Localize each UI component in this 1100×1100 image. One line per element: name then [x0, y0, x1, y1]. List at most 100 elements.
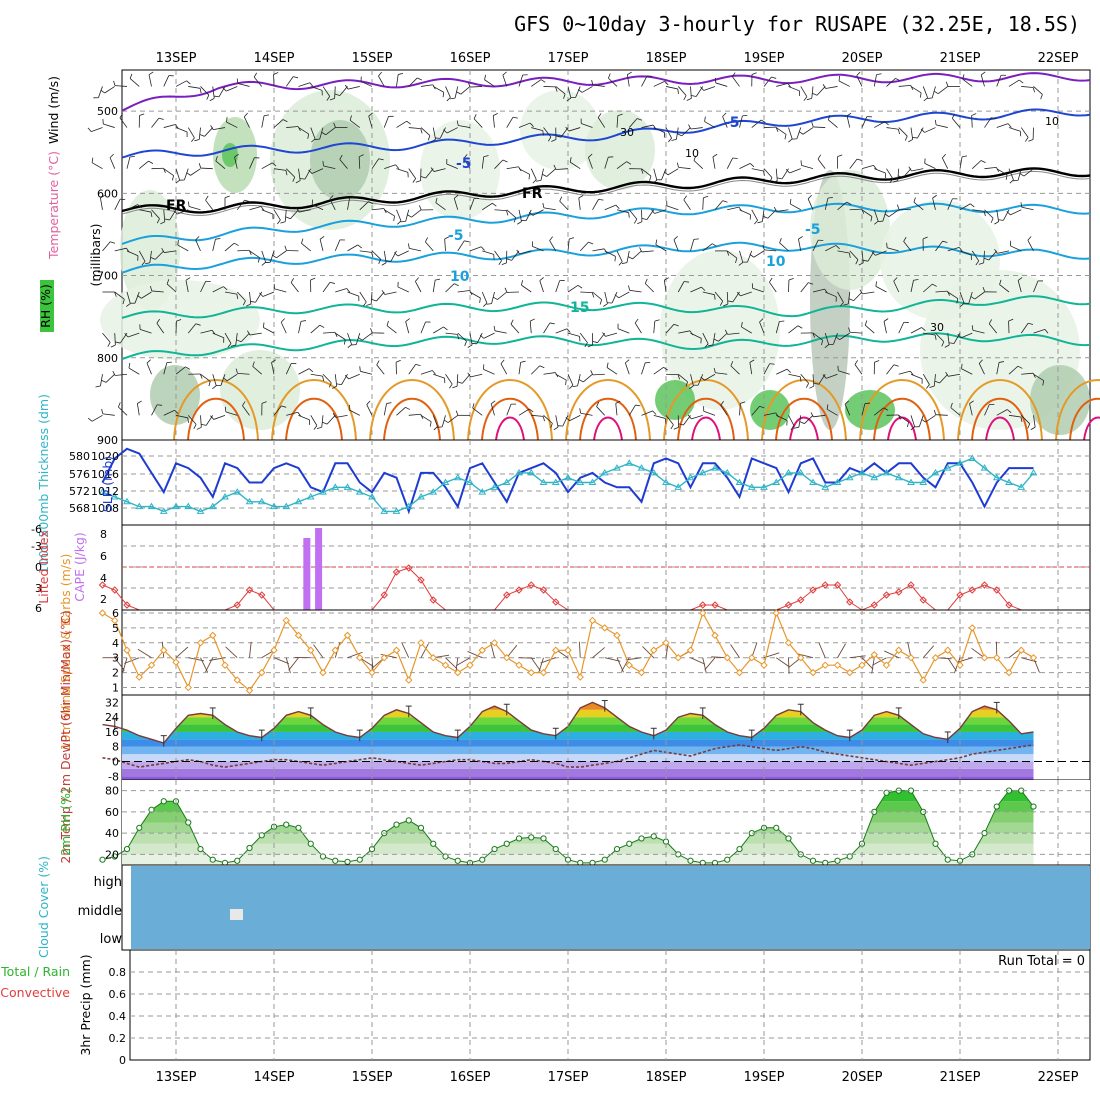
- wind-barb-flag: [1007, 123, 1012, 128]
- wind-barb-flag: [1028, 322, 1034, 325]
- axis-tick-label: 32: [105, 696, 119, 709]
- wind-barb-flag: [607, 73, 611, 79]
- wind-barb: [543, 127, 552, 138]
- wind-barb-flag: [319, 236, 325, 240]
- rh-point: [417, 824, 425, 831]
- wind-barb-flag: [393, 252, 399, 257]
- wind-barb: [151, 404, 158, 416]
- rh-point: [552, 845, 559, 853]
- wind-barb-flag: [500, 359, 505, 364]
- cloud-level-high: high: [94, 875, 122, 890]
- rh-point: [724, 856, 731, 863]
- wind-barb: [298, 168, 301, 181]
- thickness-point: [845, 473, 854, 481]
- wind-barb-flag: [368, 112, 373, 117]
- wind-barb: [1027, 240, 1034, 252]
- wind-barb-flag: [703, 195, 709, 199]
- wind-barb: [298, 368, 310, 375]
- wind-barb: [910, 86, 922, 94]
- surface-wind-barb: [540, 657, 556, 664]
- wind-barb: [405, 321, 410, 334]
- wind-barb-flag: [215, 238, 221, 240]
- wind-barb: [606, 367, 618, 375]
- wind-barb: [348, 373, 360, 380]
- wind-barb: [220, 374, 226, 386]
- wind-barb: [408, 127, 421, 129]
- wind-barb: [727, 206, 740, 211]
- wind-barb-flag: [113, 80, 116, 86]
- wind-barb-flag: [824, 344, 830, 348]
- wind-barb-flag: [970, 296, 976, 300]
- wind-barb-flag: [1027, 236, 1032, 241]
- wind-barb-flag: [813, 382, 819, 385]
- wind-speed-point: [209, 631, 217, 640]
- wind-barb-flag: [186, 80, 191, 85]
- wind-barb: [917, 127, 924, 139]
- wind-barb: [301, 243, 312, 252]
- contour-label: 15: [570, 300, 589, 316]
- wind-barb: [849, 208, 862, 211]
- wind-barb: [334, 239, 341, 252]
- warm-contour: [1055, 379, 1100, 441]
- wind-barb: [628, 118, 638, 128]
- thickness-point: [649, 468, 658, 476]
- wind-barb: [445, 332, 458, 335]
- wind-barb-flag: [453, 194, 459, 199]
- wind-barb: [497, 291, 508, 300]
- li-point: [552, 598, 560, 606]
- wind-barb: [1008, 127, 1021, 132]
- wind-barb: [798, 239, 802, 251]
- rh-region: [585, 110, 655, 190]
- wind-barb: [298, 321, 302, 334]
- wind-barb-flag: [714, 294, 716, 300]
- wind-barb-flag: [810, 412, 814, 417]
- wind-barb: [567, 86, 572, 99]
- thickness-point: [429, 488, 438, 495]
- isotherm-line: [121, 167, 1091, 214]
- wind-barb-flag: [1009, 179, 1014, 184]
- wind-barb: [249, 291, 252, 304]
- wind-barb: [665, 323, 675, 334]
- wind-barb: [951, 118, 961, 128]
- wind-barb: [425, 241, 434, 252]
- wind-barb: [667, 168, 679, 176]
- wind-barb-flag: [542, 130, 544, 136]
- wind-barb-flag: [230, 344, 236, 347]
- wind-speed-point: [699, 609, 707, 617]
- surface-wind-barb: [506, 645, 518, 659]
- wind-barb: [732, 76, 740, 87]
- wind-barb: [749, 362, 753, 375]
- date-label: 15SEP: [352, 1070, 393, 1085]
- axis-tick-label: 1016: [91, 468, 119, 481]
- wind-barb-flag: [517, 221, 522, 225]
- wind-barb-flag: [457, 381, 463, 384]
- wind-barb-flag: [120, 198, 126, 200]
- wind-barb-flag: [614, 256, 616, 262]
- rh-point: [626, 840, 633, 847]
- wind-barb: [492, 115, 495, 128]
- temp-grid: [122, 695, 1090, 780]
- wind-barb-flag: [934, 119, 937, 125]
- wind-barb: [653, 367, 664, 375]
- wind-barb-flag: [242, 401, 246, 406]
- wind-barb: [290, 282, 299, 293]
- wind-barb: [439, 127, 446, 139]
- wind-barb-flag: [784, 134, 787, 140]
- wind-barb-flag: [749, 359, 755, 363]
- wind-barb-flag: [297, 411, 302, 417]
- wind-barb: [200, 329, 213, 334]
- wind-barb-flag: [407, 214, 412, 218]
- wind-barb: [562, 415, 569, 427]
- wind-barb: [604, 250, 616, 257]
- cloud-cover-fill: [131, 866, 1090, 949]
- wind-barb: [691, 414, 703, 420]
- wind-barb: [494, 209, 507, 212]
- wind-barb: [641, 124, 654, 128]
- wind-barb: [678, 167, 691, 170]
- wind-barb-flag: [732, 157, 738, 159]
- wind-barb-flag: [420, 176, 426, 179]
- wind-barb: [458, 125, 471, 128]
- wind-barb: [175, 414, 188, 419]
- wind-barb: [947, 246, 960, 252]
